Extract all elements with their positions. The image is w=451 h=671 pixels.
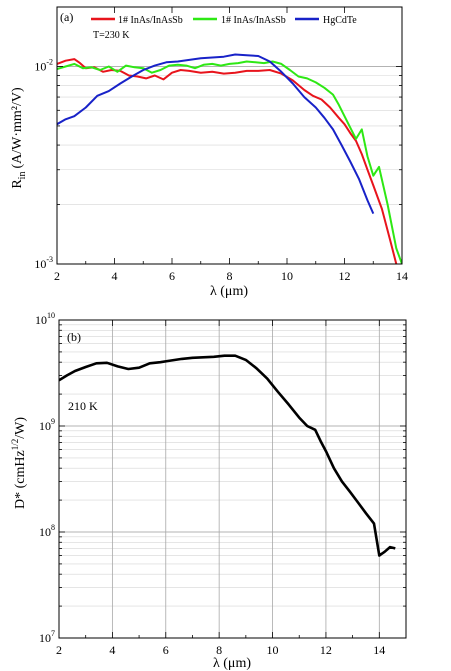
responsivity-x-tick-label: 2: [54, 269, 60, 283]
responsivity-x-tick-label: 14: [396, 269, 408, 283]
detectivity-y-tick-base: 10: [35, 313, 47, 327]
detectivity-y-exponent: 1/2: [10, 439, 20, 451]
responsivity-plot-frame: [56, 6, 403, 265]
responsivity-x-tick-label: 12: [339, 269, 351, 283]
detectivity-y-tick-base: 10: [39, 419, 51, 433]
responsivity-series-line-0: [57, 58, 398, 264]
detectivity-y-tick-label: 107: [39, 629, 55, 645]
responsivity-y-tick-exponent: -3: [46, 255, 53, 264]
panel-label-b: (b): [67, 330, 81, 344]
detectivity-x-tick-label: 14: [373, 643, 385, 657]
responsivity-y-tick-label: 10-2: [34, 57, 53, 73]
legend-label-inas-1: 1# InAs/InAsSb: [118, 15, 183, 26]
responsivity-x-tick-label: 10: [281, 269, 293, 283]
detectivity-y-tick-label: 1010: [35, 311, 55, 327]
detectivity-y-axis-title: D* (cmHz1/2/W): [10, 417, 28, 509]
detectivity-x-tick-label: 4: [109, 643, 115, 657]
temperature-annotation-b: 210 K: [68, 399, 98, 413]
legend-label-inas-2: 1# InAs/InAsSb: [221, 15, 286, 26]
responsivity-y-tick-exponent: -2: [46, 57, 53, 66]
responsivity-y-symbol: R: [10, 179, 25, 189]
responsivity-y-tick-base: 10: [34, 257, 46, 271]
panel-label-a: (a): [60, 10, 73, 24]
detectivity-gridlines: [59, 320, 406, 638]
responsivity-y-tick-label: 10-3: [34, 255, 53, 271]
detectivity-y-tick-exponent: 8: [51, 523, 55, 532]
responsivity-y-unit: (A/W·mm²/V): [10, 87, 25, 169]
detectivity-y-main: D* (cmHz: [13, 450, 28, 509]
responsivity-y-subscript: in: [17, 172, 28, 180]
detectivity-y-tick-exponent: 9: [51, 417, 55, 426]
responsivity-series: [57, 53, 402, 264]
detectivity-y-tick-label: 109: [39, 417, 55, 433]
responsivity-series-line-2: [57, 53, 375, 215]
responsivity-x-tick-label: 8: [227, 269, 233, 283]
detectivity-series: [59, 354, 396, 557]
detectivity-y-tick-label: 108: [39, 523, 55, 539]
detectivity-y-unit: /W): [13, 417, 28, 439]
detectivity-x-tick-label: 10: [267, 643, 279, 657]
detectivity-y-tick-base: 10: [39, 631, 51, 645]
detectivity-x-axis-title: λ (μm): [213, 656, 251, 671]
detectivity-y-tick-exponent: 7: [51, 629, 55, 638]
detectivity-x-tick-label: 2: [56, 643, 62, 657]
responsivity-y-axis-title: Rin (A/W·mm²/V): [10, 87, 28, 189]
responsivity-y-tick-base: 10: [34, 59, 46, 73]
detectivity-y-tick-exponent: 10: [47, 311, 55, 320]
detectivity-y-tick-base: 10: [39, 525, 51, 539]
legend: 1# InAs/InAsSb 1# InAs/InAsSb HgCdTe: [91, 15, 357, 26]
detectivity-series-line-0: [59, 354, 396, 557]
detectivity-x-tick-label: 6: [163, 643, 169, 657]
responsivity-x-tick-label: 4: [112, 269, 118, 283]
responsivity-x-tick-label: 6: [169, 269, 175, 283]
detectivity-plot-frame: [58, 319, 407, 639]
detectivity-x-tick-label: 12: [320, 643, 332, 657]
detectivity-x-tick-label: 8: [216, 643, 222, 657]
temperature-annotation-a: T=230 K: [93, 30, 130, 41]
legend-label-hgcdte: HgCdTe: [323, 15, 357, 26]
responsivity-x-axis-title: λ (μm): [210, 284, 248, 299]
responsivity-series-line-1: [57, 60, 402, 264]
